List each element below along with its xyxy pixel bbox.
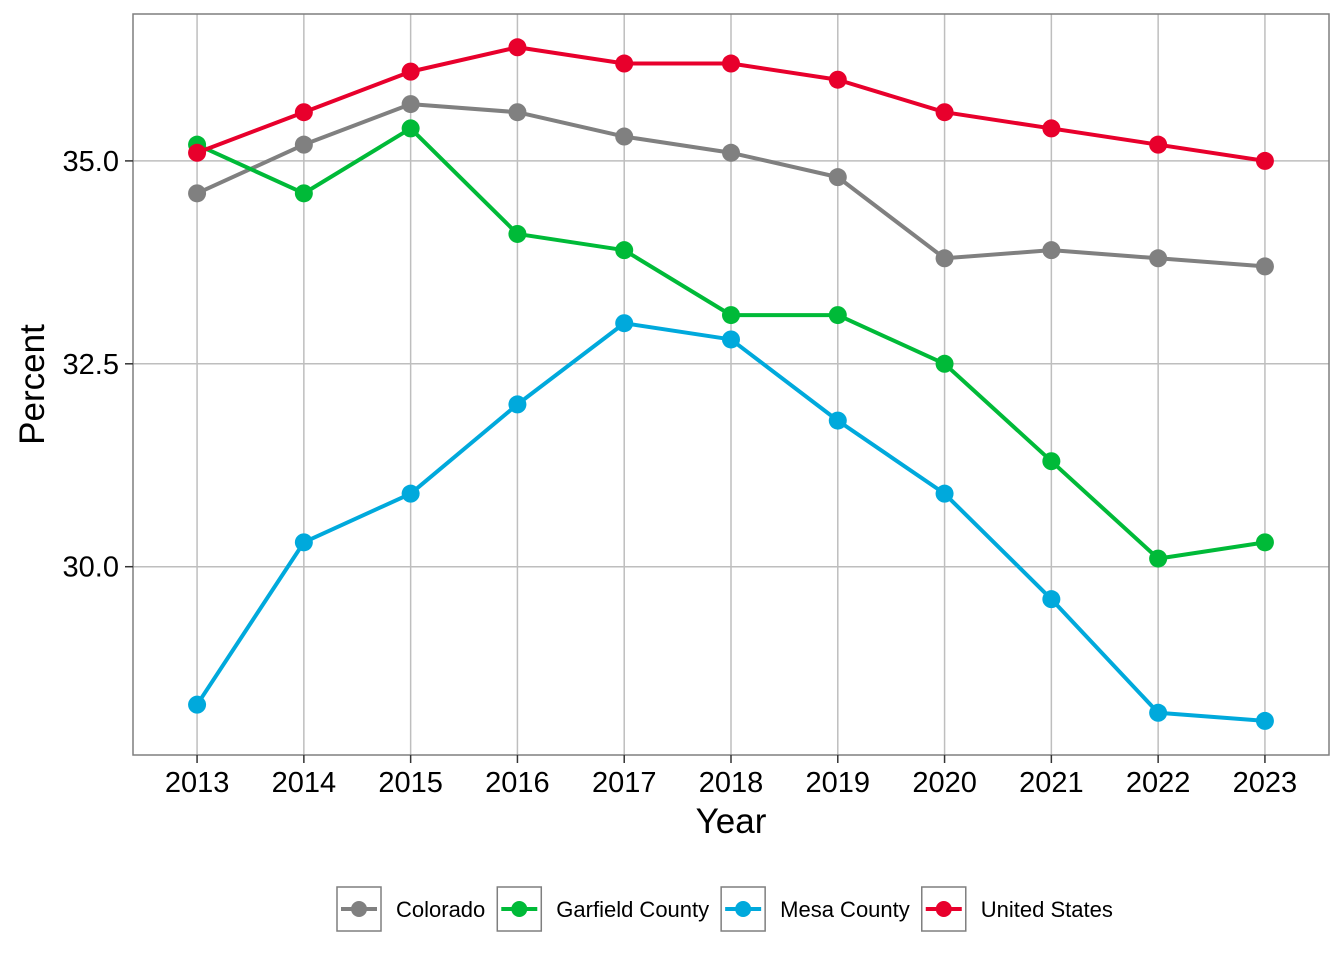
data-point xyxy=(722,54,740,73)
data-point xyxy=(508,224,527,243)
x-axis: 2013 2014 2015 2016 2017 2018 2019 2020 2021 2022… xyxy=(165,755,1297,799)
data-point xyxy=(828,168,847,187)
grid xyxy=(133,14,1329,755)
data-point xyxy=(828,306,847,325)
series-layer xyxy=(188,38,1274,730)
legend-label: Mesa County xyxy=(780,897,910,922)
data-point xyxy=(722,306,740,325)
data-point xyxy=(1149,249,1168,268)
legend-key-marker xyxy=(351,901,367,917)
data-point xyxy=(1042,590,1061,609)
y-axis-title: Percent xyxy=(13,324,52,445)
y-axis: 30.0 32.5 35.0 xyxy=(63,146,133,584)
x-tick-label: 2017 xyxy=(592,767,657,799)
legend: Colorado Garfield County Mesa County United… xyxy=(336,886,1113,932)
x-tick-label: 2022 xyxy=(1126,767,1191,799)
data-point xyxy=(508,103,527,122)
series-mesa-county xyxy=(188,314,1274,730)
legend-label: United States xyxy=(981,897,1113,922)
x-axis-title: Year xyxy=(696,802,767,841)
data-point xyxy=(1255,257,1274,276)
data-point xyxy=(615,314,634,333)
data-point xyxy=(828,411,847,430)
x-tick-label: 2015 xyxy=(378,767,443,799)
x-tick-label: 2013 xyxy=(165,767,230,799)
legend-key-marker xyxy=(935,901,952,917)
data-point xyxy=(1149,549,1168,568)
legend-key-marker xyxy=(735,901,752,917)
data-point xyxy=(188,184,207,203)
data-point xyxy=(1149,135,1168,154)
data-point xyxy=(935,249,954,268)
data-point xyxy=(401,484,420,503)
data-point xyxy=(508,38,527,57)
x-tick-label: 2019 xyxy=(806,767,871,799)
data-point xyxy=(401,62,420,81)
series-united-states xyxy=(188,38,1274,170)
legend-item: United States xyxy=(921,886,1113,932)
data-point xyxy=(935,484,954,503)
data-point xyxy=(1042,452,1061,471)
legend-label: Garfield County xyxy=(556,897,709,922)
x-tick-label: 2016 xyxy=(485,767,550,799)
data-point xyxy=(1255,711,1274,730)
data-point xyxy=(615,127,634,146)
data-point xyxy=(401,95,420,114)
legend-item: Garfield County xyxy=(496,886,709,932)
x-tick-label: 2020 xyxy=(912,767,977,799)
data-point xyxy=(1255,533,1274,552)
data-point xyxy=(615,241,634,260)
data-point xyxy=(188,695,207,714)
data-point xyxy=(935,354,954,373)
data-point xyxy=(1042,241,1061,260)
data-point xyxy=(294,135,313,154)
x-tick-label: 2023 xyxy=(1233,767,1298,799)
data-point xyxy=(615,54,634,73)
series-colorado xyxy=(188,95,1274,276)
x-tick-label: 2021 xyxy=(1019,767,1084,799)
data-point xyxy=(722,330,740,349)
data-point xyxy=(1255,151,1274,170)
data-point xyxy=(508,395,527,414)
x-tick-label: 2014 xyxy=(272,767,337,799)
legend-label: Colorado xyxy=(396,897,485,922)
y-tick-label: 32.5 xyxy=(63,349,119,381)
series-garfield-county xyxy=(188,119,1274,568)
legend-key-marker xyxy=(511,901,528,917)
x-tick-label: 2018 xyxy=(699,767,764,799)
data-point xyxy=(401,119,420,138)
y-tick-label: 35.0 xyxy=(63,146,119,178)
y-tick-label: 30.0 xyxy=(63,552,119,584)
data-point xyxy=(1042,119,1061,138)
data-point xyxy=(188,143,207,162)
legend-item: Mesa County xyxy=(720,886,910,932)
legend-item: Colorado xyxy=(336,886,485,932)
data-point xyxy=(1149,703,1168,722)
data-point xyxy=(828,70,847,89)
data-point xyxy=(935,103,954,122)
data-point xyxy=(294,533,313,552)
data-point xyxy=(294,184,313,203)
data-point xyxy=(294,103,313,122)
data-point xyxy=(722,143,740,162)
